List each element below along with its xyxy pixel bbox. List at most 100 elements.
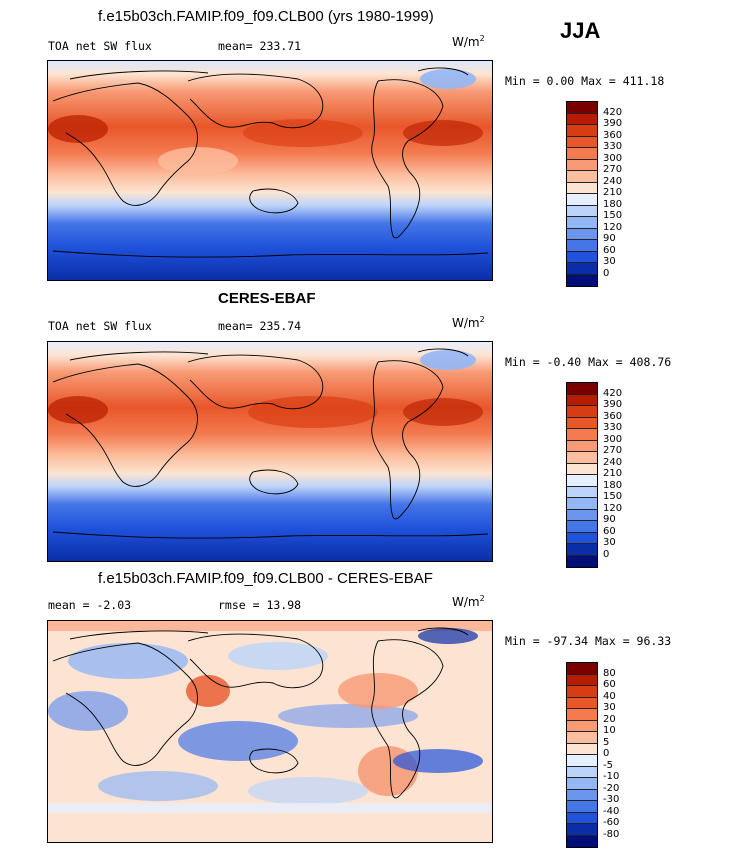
- colorbar-swatch: [567, 532, 597, 544]
- colorbar-tick-label: 240: [603, 456, 623, 468]
- colorbar-swatch: [567, 835, 597, 847]
- colorbar-tick-label: -30: [603, 794, 620, 805]
- colorbar-swatch: [567, 475, 597, 487]
- colorbar-tick-label: 120: [603, 221, 623, 233]
- colorbar-swatch: [567, 709, 597, 721]
- colorbar-swatch: [567, 113, 597, 125]
- colorbar-swatch: [567, 732, 597, 744]
- colorbar-tick-label: -80: [603, 828, 620, 840]
- colorbar-swatch: [567, 194, 597, 206]
- colorbar-tick-label: 210: [603, 468, 623, 479]
- colorbar-swatch: [567, 240, 597, 252]
- colorbar-swatch: [567, 778, 597, 790]
- panel-2-map: [47, 341, 493, 562]
- colorbar-tick-label: 270: [603, 164, 623, 175]
- colorbar-swatch: [567, 498, 597, 510]
- colorbar-tick-label: 40: [603, 690, 616, 702]
- colorbar-tick-label: -5: [603, 759, 613, 771]
- colorbar-swatch: [567, 406, 597, 418]
- colorbar-swatch: [567, 417, 597, 429]
- colorbar-tick-label: 360: [603, 129, 623, 141]
- colorbar-swatch: [567, 102, 597, 114]
- colorbar-tick-label: 30: [603, 702, 616, 713]
- colorbar-tick-label: 180: [603, 198, 623, 210]
- colorbar-swatch: [567, 755, 597, 767]
- colorbar-swatch: [567, 217, 597, 229]
- panel-2-mean-label: mean= 235.74: [218, 319, 302, 333]
- panel-2-colorbar: [566, 382, 598, 568]
- colorbar-tick-label: 30: [603, 256, 616, 267]
- colorbar-swatch: [567, 463, 597, 475]
- colorbar-tick-label: 420: [603, 387, 623, 399]
- colorbar-tick-label: 90: [603, 514, 616, 525]
- panel-3-units: W/m2: [452, 594, 485, 609]
- colorbar-swatch: [567, 555, 597, 567]
- colorbar-swatch: [567, 251, 597, 263]
- colorbar-swatch: [567, 509, 597, 521]
- colorbar-swatch: [567, 148, 597, 160]
- panel-3-map: [47, 620, 493, 843]
- colorbar-swatch: [567, 182, 597, 194]
- colorbar-tick-label: 240: [603, 175, 623, 187]
- colorbar-swatch: [567, 228, 597, 240]
- colorbar-tick-label: 360: [603, 410, 623, 422]
- panel-1-colorbar: [566, 101, 598, 287]
- colorbar-tick-label: 60: [603, 244, 616, 256]
- colorbar-tick-label: 60: [603, 525, 616, 537]
- panel-1-mean-label: mean= 233.71: [218, 39, 302, 53]
- colorbar-swatch: [567, 544, 597, 556]
- colorbar-swatch: [567, 789, 597, 801]
- panel-1-map: [47, 60, 493, 281]
- colorbar-tick-label: 330: [603, 141, 623, 152]
- colorbar-tick-label: 420: [603, 106, 623, 118]
- colorbar-tick-label: 210: [603, 187, 623, 198]
- panel-2-minmax: Min = -0.40 Max = 408.76: [505, 355, 672, 369]
- colorbar-tick-label: 270: [603, 445, 623, 456]
- colorbar-tick-label: 150: [603, 491, 623, 502]
- colorbar-swatch: [567, 383, 597, 395]
- panel-1-title: f.e15b03ch.FAMIP.f09_f09.CLB00 (yrs 1980…: [98, 8, 434, 25]
- panel-1-units: W/m2: [452, 34, 485, 49]
- colorbar-tick-label: -40: [603, 805, 620, 817]
- colorbar-swatch: [567, 394, 597, 406]
- colorbar-tick-label: 5: [603, 736, 610, 748]
- season-label: JJA: [560, 18, 601, 43]
- colorbar-tick-label: 120: [603, 502, 623, 514]
- colorbar-swatch: [567, 136, 597, 148]
- panel-3-title: f.e15b03ch.FAMIP.f09_f09.CLB00 - CERES-E…: [98, 570, 433, 587]
- colorbar-swatch: [567, 159, 597, 171]
- colorbar-tick-label: 390: [603, 118, 623, 129]
- colorbar-swatch: [567, 440, 597, 452]
- colorbar-tick-label: -20: [603, 782, 620, 794]
- panel-3-mean-label: mean = -2.03: [48, 598, 132, 612]
- panel-1-minmax: Min = 0.00 Max = 411.18: [505, 74, 665, 88]
- colorbar-swatch: [567, 171, 597, 183]
- colorbar-swatch: [567, 743, 597, 755]
- colorbar-tick-label: 0: [603, 267, 610, 279]
- colorbar-tick-label: 0: [603, 548, 610, 560]
- panel-3-rmse-label: rmse = 13.98: [218, 598, 302, 612]
- colorbar-swatch: [567, 824, 597, 836]
- colorbar-swatch: [567, 674, 597, 686]
- colorbar-tick-label: 80: [603, 667, 616, 679]
- panel-1-variable-label: TOA net SW flux: [48, 39, 152, 53]
- colorbar-tick-label: 390: [603, 399, 623, 410]
- colorbar-tick-label: 30: [603, 537, 616, 548]
- colorbar-swatch: [567, 697, 597, 709]
- panel-2-units: W/m2: [452, 315, 485, 330]
- colorbar-tick-label: -10: [603, 771, 620, 782]
- colorbar-tick-label: 60: [603, 679, 616, 690]
- colorbar-tick-label: 300: [603, 152, 623, 164]
- colorbar-swatch: [567, 720, 597, 732]
- colorbar-swatch: [567, 263, 597, 275]
- colorbar-swatch: [567, 801, 597, 813]
- panel-3-minmax: Min = -97.34 Max = 96.33: [505, 634, 672, 648]
- colorbar-tick-label: 10: [603, 725, 616, 736]
- colorbar-swatch: [567, 429, 597, 441]
- colorbar-tick-label: 20: [603, 713, 616, 725]
- colorbar-swatch: [567, 663, 597, 675]
- colorbar-swatch: [567, 274, 597, 286]
- colorbar-tick-label: 0: [603, 748, 610, 759]
- colorbar-tick-label: 330: [603, 422, 623, 433]
- colorbar-tick-label: 150: [603, 210, 623, 221]
